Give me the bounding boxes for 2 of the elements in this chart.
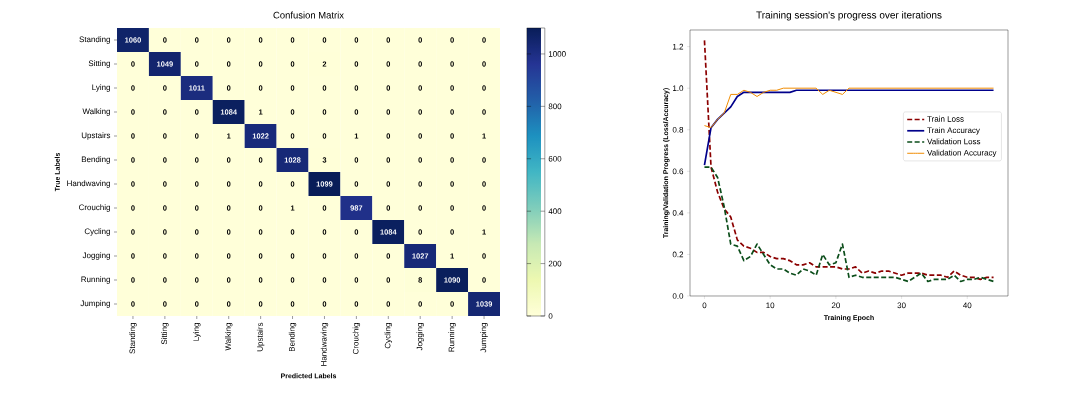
chart-title: Training session's progress over iterations — [756, 11, 942, 21]
chart-title: Confusion Matrix — [273, 11, 344, 19]
